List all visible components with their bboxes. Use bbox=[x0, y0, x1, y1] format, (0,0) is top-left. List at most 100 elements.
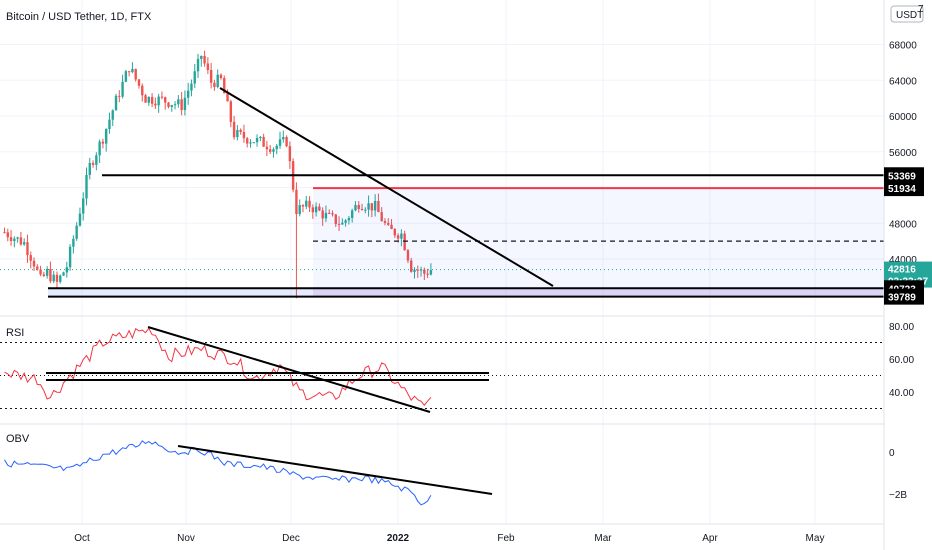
candle-body bbox=[141, 85, 144, 96]
candle-body bbox=[239, 129, 242, 132]
candle-body bbox=[236, 129, 239, 138]
candle-body bbox=[85, 174, 88, 199]
candle-body bbox=[78, 213, 82, 226]
x-tick-label: Mar bbox=[594, 533, 612, 544]
candle-body bbox=[354, 204, 357, 211]
candle-body bbox=[265, 146, 269, 150]
candles bbox=[3, 50, 433, 299]
x-tick-label: Apr bbox=[702, 533, 718, 544]
candle-body bbox=[370, 203, 374, 211]
candle-body bbox=[295, 189, 298, 215]
candle-body bbox=[150, 96, 154, 104]
candle-body bbox=[209, 69, 213, 83]
candle-body bbox=[367, 203, 370, 210]
candle-body bbox=[29, 255, 32, 261]
candle-body bbox=[249, 142, 252, 144]
candle-body bbox=[341, 222, 344, 225]
candle-body bbox=[65, 267, 69, 273]
candle-body bbox=[134, 68, 137, 80]
price-tick-label: 60000 bbox=[889, 112, 917, 123]
candle-body bbox=[410, 260, 413, 272]
candle-body bbox=[137, 79, 141, 86]
candle-body bbox=[383, 221, 387, 223]
price-tick-label: 56000 bbox=[889, 148, 917, 159]
rsi-tick-label: 80.00 bbox=[889, 322, 914, 333]
obv-label: OBV bbox=[6, 433, 30, 445]
candle-body bbox=[308, 200, 311, 208]
candle-body bbox=[173, 104, 177, 106]
level-tag bbox=[884, 288, 924, 305]
candle-body bbox=[124, 71, 128, 82]
rsi-pane bbox=[0, 326, 884, 413]
candle-body bbox=[400, 233, 403, 239]
x-tick-label: Nov bbox=[177, 533, 195, 544]
candle-body bbox=[118, 95, 121, 97]
candle-body bbox=[127, 71, 131, 73]
candle-body bbox=[206, 63, 210, 70]
range-box bbox=[313, 188, 884, 289]
candle-body bbox=[49, 268, 52, 282]
candle-body bbox=[164, 97, 167, 103]
candle-body bbox=[193, 71, 196, 84]
candle-body bbox=[318, 206, 321, 211]
candle-body bbox=[32, 260, 36, 267]
candle-body bbox=[380, 212, 383, 222]
candle-body bbox=[347, 217, 351, 221]
price-trendline bbox=[219, 87, 554, 287]
price-tick-label: 44000 bbox=[889, 255, 917, 266]
candle-body bbox=[45, 268, 49, 276]
candle-body bbox=[177, 99, 180, 105]
support-band bbox=[48, 288, 884, 297]
price-tick-label: 68000 bbox=[889, 41, 917, 52]
candle-body bbox=[246, 138, 249, 144]
candle-body bbox=[114, 95, 118, 111]
price-pane bbox=[0, 50, 884, 299]
candle-body bbox=[337, 224, 341, 226]
candle-body bbox=[157, 96, 160, 106]
candle-body bbox=[88, 162, 91, 175]
x-tick-label: 2022 bbox=[387, 533, 410, 544]
candle-body bbox=[183, 97, 187, 111]
candle-body bbox=[82, 198, 85, 214]
candle-body bbox=[190, 83, 193, 91]
candle-body bbox=[426, 273, 429, 275]
obv-tick-label: 0 bbox=[889, 448, 895, 459]
candle-body bbox=[328, 212, 331, 214]
candle-body bbox=[154, 103, 157, 106]
candle-body bbox=[180, 99, 183, 111]
candle-body bbox=[147, 96, 151, 103]
candle-body bbox=[311, 207, 315, 213]
candle-body bbox=[259, 136, 262, 139]
candle-body bbox=[275, 145, 278, 150]
candle-body bbox=[406, 250, 410, 261]
candle-body bbox=[3, 232, 6, 234]
currency-badge[interactable]: USDT bbox=[890, 5, 924, 23]
rsi-line bbox=[4, 327, 432, 406]
price-tick-label: 48000 bbox=[889, 219, 917, 230]
candle-body bbox=[36, 266, 39, 270]
candle-body bbox=[285, 137, 288, 147]
candle-body bbox=[314, 206, 318, 213]
candle-body bbox=[144, 95, 147, 103]
candle-body bbox=[213, 82, 216, 88]
candle-body bbox=[121, 81, 124, 97]
candle-body bbox=[305, 200, 308, 207]
candle-body bbox=[26, 242, 29, 256]
price-tick-label: 64000 bbox=[889, 76, 917, 87]
x-tick-label: May bbox=[806, 533, 825, 544]
candle-body bbox=[39, 269, 42, 275]
candle-body bbox=[364, 209, 367, 211]
candle-body bbox=[9, 237, 13, 242]
candle-body bbox=[42, 274, 46, 276]
candle-body bbox=[416, 269, 419, 271]
candle-body bbox=[219, 74, 223, 79]
candle-body bbox=[101, 141, 105, 144]
x-tick-label: Dec bbox=[282, 533, 300, 544]
live-price-label: 42816 bbox=[888, 265, 916, 276]
obv-pane bbox=[4, 440, 493, 506]
candle-body bbox=[268, 149, 272, 152]
candle-body bbox=[19, 237, 23, 245]
candle-body bbox=[344, 220, 347, 223]
